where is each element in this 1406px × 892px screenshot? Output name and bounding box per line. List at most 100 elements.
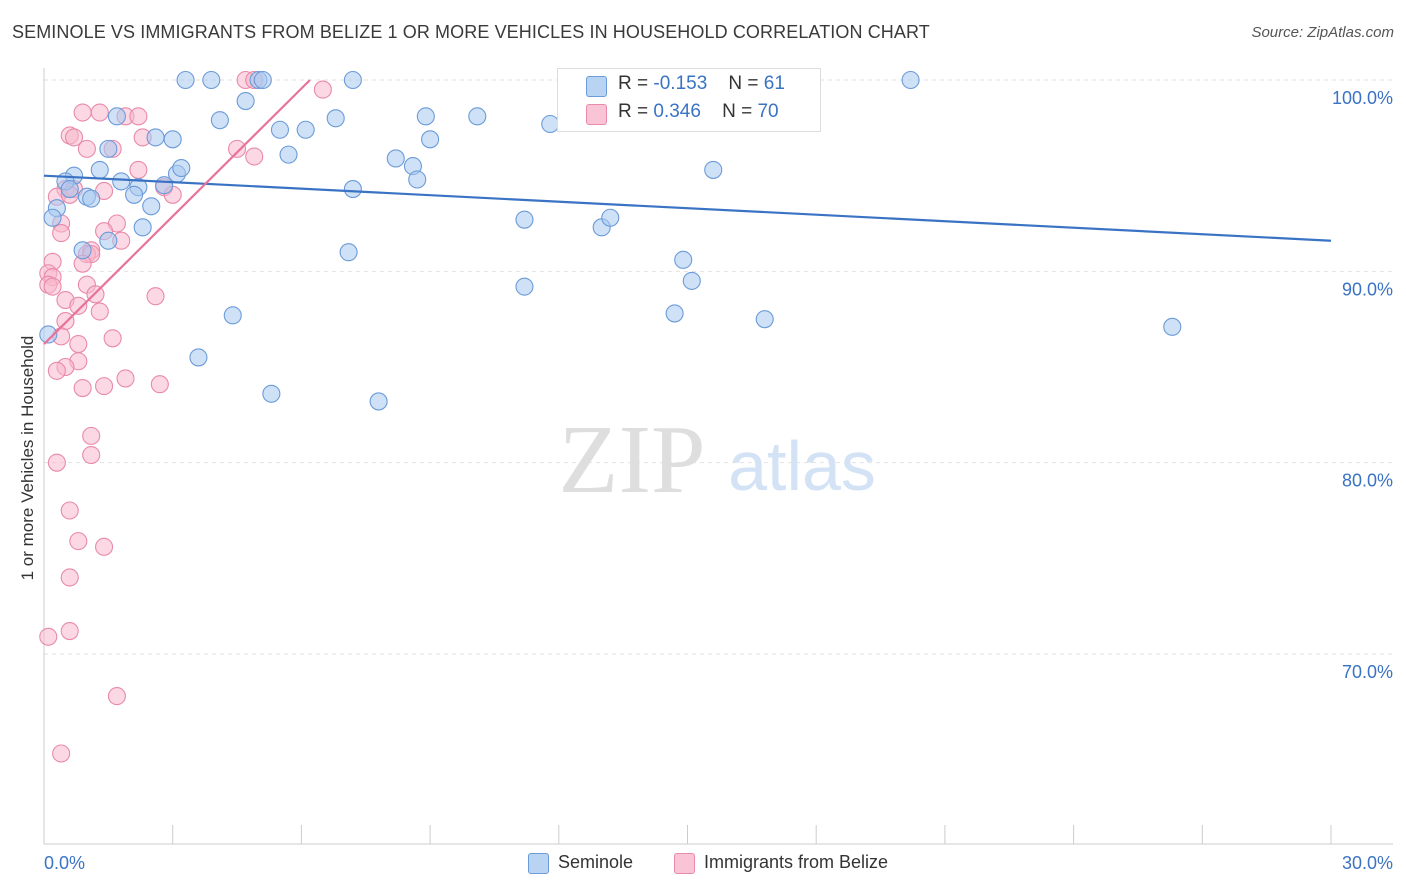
belize-point (150, 375, 169, 394)
correlation-legend: R = -0.153 N = 61 R = 0.346 N = 70 (557, 68, 821, 132)
belize-point (73, 103, 92, 122)
seminole-point (601, 208, 620, 227)
seminole-point (107, 107, 126, 126)
belize-point (129, 160, 148, 179)
seminole-point (262, 384, 281, 403)
belize-point (313, 80, 332, 99)
x-tick-label-max: 30.0% (1342, 853, 1393, 873)
belize-point (60, 621, 79, 641)
seminole-point (99, 231, 118, 250)
seminole-point (155, 176, 174, 195)
seminole-point (682, 271, 701, 290)
source-label: Source: ZipAtlas.com (1251, 24, 1394, 41)
belize-point (95, 377, 114, 396)
seminole-point (901, 70, 920, 90)
belize-point (47, 453, 66, 472)
belize-point (82, 445, 101, 465)
belize-point (146, 287, 165, 306)
belize-swatch (586, 104, 607, 125)
seminole-point (755, 310, 774, 329)
belize-legend-label: Immigrants from Belize (704, 852, 889, 872)
seminole-point (202, 70, 221, 90)
legend-item-belize[interactable]: Immigrants from Belize (674, 852, 934, 876)
belize-point (107, 687, 126, 706)
belize-point (52, 224, 71, 243)
belize-point (47, 361, 66, 380)
seminole-point (704, 160, 723, 179)
watermark-atlas: atlas (728, 427, 876, 505)
belize-point (116, 369, 135, 388)
belize-point (64, 128, 84, 147)
x-tick-label-min: 0.0% (44, 853, 85, 873)
seminole-point (408, 170, 427, 189)
seminole-legend-label: Seminole (558, 852, 634, 872)
seminole-point (369, 392, 388, 411)
y-tick-label: 90.0% (1342, 279, 1393, 299)
belize-point (245, 147, 264, 166)
seminole-point (60, 180, 79, 199)
seminole-point (468, 107, 487, 126)
belize-point (60, 568, 79, 587)
seminole-point (163, 130, 182, 149)
belize-n-value: 70 (757, 101, 779, 122)
seminole-point (125, 185, 144, 204)
r-label: R = (618, 73, 649, 94)
belize-point (43, 277, 62, 296)
watermark-zip: ZIP (559, 406, 706, 514)
chart-title: SEMINOLE VS IMMIGRANTS FROM BELIZE 1 OR … (12, 22, 930, 42)
r-label: R = (618, 101, 649, 122)
axes (43, 68, 1393, 845)
seminole-point (343, 180, 362, 199)
seminole-point (146, 128, 165, 147)
n-label: N = (722, 101, 753, 122)
belize-point (69, 334, 88, 354)
belize-point (82, 426, 101, 445)
seminole-point (279, 145, 298, 164)
seminole-point (176, 70, 195, 90)
seminole-point (253, 70, 272, 90)
belize-legend-swatch (674, 853, 695, 874)
n-label: N = (728, 73, 759, 94)
seminole-point (236, 91, 255, 111)
y-tick-label: 80.0% (1342, 471, 1393, 491)
seminole-point (339, 243, 358, 262)
seminole-point (1163, 317, 1182, 336)
seminole-legend-swatch (528, 853, 549, 874)
seminole-point (326, 109, 345, 128)
belize-point (69, 296, 88, 315)
belize-r-value: 0.346 (653, 101, 701, 122)
legend-item-seminole[interactable]: Seminole (528, 852, 658, 876)
seminole-point (112, 172, 131, 191)
seminole-point (133, 218, 152, 237)
seminole-point (270, 120, 290, 139)
belize-point (103, 329, 122, 348)
y-tick-label: 70.0% (1342, 662, 1393, 682)
seminole-point (90, 160, 109, 179)
seminole-point (296, 120, 315, 139)
seminole-r-value: -0.153 (653, 73, 708, 94)
belize-point (90, 302, 109, 321)
tick-labels: 100.0% 90.0% 80.0% 70.0% 0.0% 30.0% (44, 88, 1393, 873)
seminole-point (82, 189, 101, 208)
belize-trend-line (43, 79, 311, 345)
seminole-point (515, 277, 534, 296)
seminole-point (99, 139, 118, 158)
belize-point (77, 139, 96, 158)
y-tick-label: 100.0% (1332, 88, 1393, 108)
seminole-trend-line (43, 174, 1332, 242)
seminole-point (223, 306, 242, 325)
seminole-n-value: 61 (763, 73, 785, 94)
belize-point (73, 378, 92, 398)
seminole-point (343, 70, 362, 90)
seminole-point (210, 111, 229, 130)
belize-point (95, 537, 114, 556)
seminole-point (421, 130, 440, 149)
trend-lines (43, 79, 1332, 345)
seminole-point (189, 348, 208, 367)
belize-point (39, 627, 58, 646)
seminole-point (386, 149, 405, 168)
belize-point (228, 139, 247, 158)
seminole-swatch (586, 76, 607, 97)
seminole-point (665, 304, 684, 323)
